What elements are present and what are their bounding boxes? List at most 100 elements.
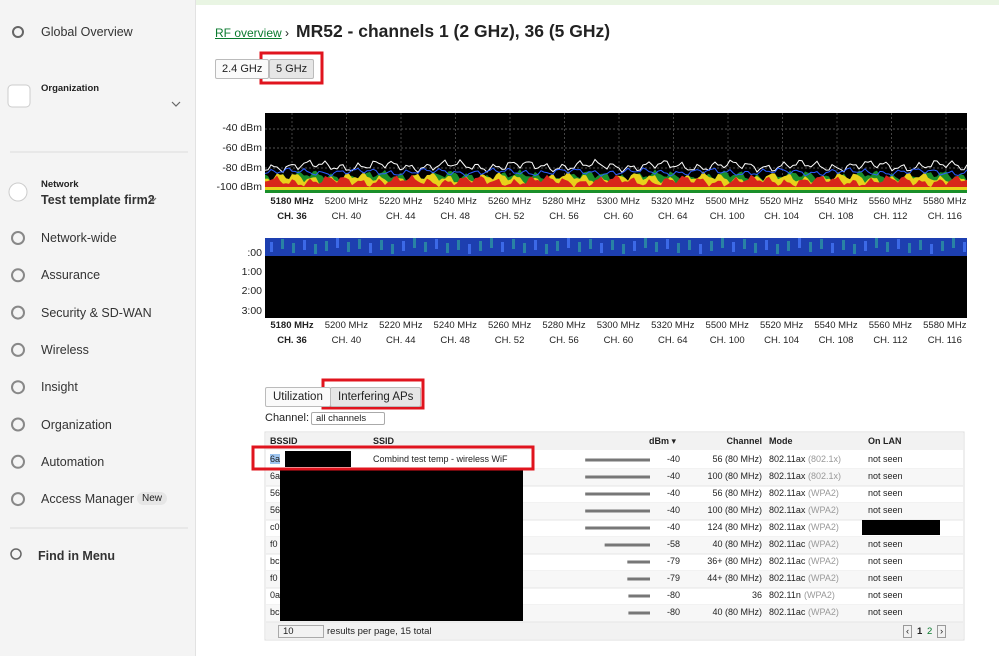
- mode-cell: 802.11ax: [769, 505, 806, 515]
- nav-item[interactable]: Wireless: [41, 342, 89, 357]
- frequency-label: 5280 MHz: [542, 196, 586, 207]
- waterfall-noise: [820, 239, 823, 249]
- waterfall-noise: [897, 239, 900, 249]
- table-header: Mode: [769, 436, 793, 446]
- waterfall-noise: [556, 241, 559, 251]
- waterfall-noise: [666, 239, 669, 249]
- redaction: [280, 469, 523, 621]
- channel-label: CH. 52: [494, 211, 525, 222]
- table-footer-bg: [266, 622, 963, 639]
- time-label: 1:00: [241, 266, 262, 278]
- nav-global-overview[interactable]: Global Overview: [41, 25, 133, 39]
- waterfall-noise: [391, 244, 394, 254]
- waterfall-noise: [336, 238, 339, 248]
- waterfall-noise: [853, 244, 856, 254]
- nav-item[interactable]: Network-wide: [41, 231, 117, 245]
- waterfall-noise: [963, 242, 966, 252]
- spectrum-band: [265, 174, 967, 188]
- frequency-label: 5520 MHz: [759, 320, 804, 331]
- on-lan-cell: not seen: [868, 488, 903, 498]
- table-header: dBm ▾: [648, 436, 676, 446]
- frequency-label: 5200 MHz: [324, 320, 369, 331]
- frequency-label: 5200 MHz: [324, 196, 369, 207]
- frequency-label: 5560 MHz: [868, 320, 913, 331]
- channel-label: CH. 40: [331, 211, 362, 222]
- channel-label: CH. 64: [658, 335, 688, 346]
- waterfall-noise: [886, 242, 889, 252]
- mode-cell: 802.11ac: [769, 607, 806, 617]
- nav-item[interactable]: Assurance: [41, 268, 101, 283]
- new-badge: New: [137, 492, 168, 505]
- nav-item[interactable]: Insight: [41, 380, 78, 395]
- frequency-label: 5580 MHz: [923, 196, 967, 207]
- nav-icon: [11, 342, 25, 357]
- channel-select[interactable]: all channels: [311, 412, 386, 425]
- view-tab[interactable]: Utilization: [265, 387, 331, 407]
- on-lan-cell: not seen: [868, 607, 903, 617]
- dbm-cell: -79: [666, 556, 680, 566]
- dbm-cell: -40: [666, 454, 680, 464]
- table-header: BSSID: [270, 436, 298, 446]
- signal-bar: [585, 458, 650, 462]
- security-cell: (WPA2): [808, 488, 839, 498]
- signal-bar: [585, 526, 650, 530]
- time-label: 3:00: [241, 305, 262, 317]
- table-header: Channel: [726, 436, 762, 446]
- channel-label: CH. 56: [549, 211, 579, 222]
- channel-label: CH. 60: [603, 335, 634, 346]
- band-tab[interactable]: 2.4 GHz: [215, 59, 270, 79]
- band-tab-active[interactable]: 5 GHz: [269, 59, 315, 79]
- nav-item[interactable]: Access Manager: [41, 492, 135, 507]
- mode-cell: 802.11ax: [769, 471, 806, 481]
- channel-cell: 56 (80 MHz): [712, 454, 762, 464]
- waterfall-noise: [721, 238, 724, 248]
- view-tab-active[interactable]: Interfering APs: [330, 387, 422, 407]
- channel-label: CH. 108: [818, 335, 854, 346]
- on-lan-cell: not seen: [868, 539, 903, 549]
- network-selector[interactable]: Test template firm2: [41, 193, 155, 207]
- bssid-cell: 56: [270, 505, 281, 515]
- next-page[interactable]: ›: [937, 625, 947, 638]
- bssid-cell: c0: [270, 522, 280, 532]
- nav-item[interactable]: Organization: [41, 417, 112, 432]
- security-cell: (WPA2): [808, 539, 839, 549]
- per-page-select[interactable]: 10: [278, 625, 324, 638]
- page-link[interactable]: 2: [927, 626, 933, 637]
- on-lan-cell: not seen: [868, 590, 903, 600]
- channel-label: CH. 108: [818, 211, 854, 222]
- frequency-label: 5540 MHz: [814, 320, 858, 331]
- network-label: Network: [41, 179, 79, 190]
- breadcrumb-link[interactable]: RF overview: [215, 26, 282, 40]
- mode-cell: 802.11ax: [769, 454, 806, 464]
- mode-cell: 802.11ac: [769, 573, 806, 583]
- channel-label: CH. 44: [386, 335, 416, 346]
- sidebar: [0, 0, 196, 656]
- channel-cell: 36: [751, 590, 762, 600]
- channel-label: CH. 100: [709, 211, 745, 222]
- find-in-menu[interactable]: Find in Menu: [38, 549, 116, 563]
- page-link[interactable]: 1: [917, 626, 923, 637]
- nav-icon: [11, 454, 25, 469]
- prev-page[interactable]: ‹: [903, 625, 913, 638]
- frequency-label: 5260 MHz: [487, 196, 532, 207]
- waterfall-noise: [699, 244, 702, 254]
- frequency-label: 5500 MHz: [705, 196, 749, 207]
- frequency-label: 5500 MHz: [705, 320, 749, 331]
- nav-item[interactable]: Automation: [41, 454, 105, 469]
- waterfall-noise: [611, 240, 614, 250]
- signal-bar: [585, 492, 650, 496]
- nav-item[interactable]: Security & SD-WAN: [41, 305, 152, 320]
- signal-bar: [628, 594, 650, 598]
- bssid-cell: bc: [270, 556, 280, 566]
- bssid-cell: 6a: [270, 454, 281, 464]
- waterfall-noise: [413, 238, 416, 248]
- mode-cell: 802.11ax: [769, 488, 806, 498]
- channel-label: CH. 48: [440, 211, 470, 222]
- waterfall-noise: [622, 244, 625, 254]
- waterfall-noise: [347, 242, 350, 252]
- table-header: SSID: [373, 436, 395, 446]
- frequency-label: 5320 MHz: [651, 320, 695, 331]
- frequency-label: 5240 MHz: [433, 320, 477, 331]
- waterfall-noise: [831, 243, 834, 253]
